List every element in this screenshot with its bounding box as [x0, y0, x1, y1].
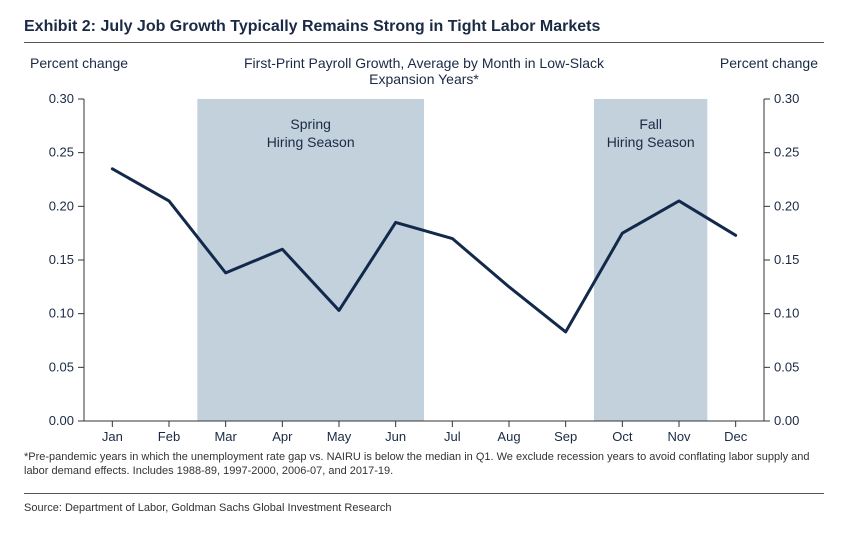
y-tick-label-right: 0.05: [774, 359, 799, 374]
y-tick-label-left: 0.25: [49, 145, 74, 160]
y-tick-label-left: 0.05: [49, 359, 74, 374]
x-tick-label: Feb: [158, 429, 180, 444]
x-tick-label: Oct: [612, 429, 633, 444]
shaded-region-label: Hiring Season: [607, 134, 695, 150]
y-tick-label-left: 0.00: [49, 413, 74, 428]
x-tick-label: Nov: [667, 429, 691, 444]
y-tick-label-right: 0.30: [774, 91, 799, 106]
divider-bottom: Source: Department of Labor, Goldman Sac…: [24, 493, 824, 514]
y-axis-label-right: Percent change: [720, 55, 818, 87]
shaded-region-label: Hiring Season: [267, 134, 355, 150]
x-tick-label: Mar: [214, 429, 237, 444]
y-tick-label-left: 0.30: [49, 91, 74, 106]
y-tick-label-left: 0.10: [49, 306, 74, 321]
x-tick-label: May: [327, 429, 352, 444]
chart-subtitle: First-Print Payroll Growth, Average by M…: [214, 55, 634, 87]
y-tick-label-right: 0.10: [774, 306, 799, 321]
y-axis-label-left: Percent change: [30, 55, 128, 87]
shaded-region-label: Spring: [290, 116, 330, 132]
y-tick-label-right: 0.20: [774, 198, 799, 213]
y-tick-label-right: 0.00: [774, 413, 799, 428]
x-tick-label: Jul: [444, 429, 461, 444]
y-tick-label-right: 0.15: [774, 252, 799, 267]
x-tick-label: Apr: [272, 429, 293, 444]
footnote-text: *Pre-pandemic years in which the unemplo…: [24, 451, 824, 479]
x-tick-label: Dec: [724, 429, 748, 444]
axis-title-row: Percent change First-Print Payroll Growt…: [30, 55, 818, 87]
y-tick-label-left: 0.20: [49, 198, 74, 213]
x-tick-label: Sep: [554, 429, 577, 444]
y-tick-label-left: 0.15: [49, 252, 74, 267]
chart-area: Spring Hiring Season Fall Hiring Season 0.00…: [24, 89, 824, 449]
shaded-region-label: Fall: [639, 116, 662, 132]
exhibit-container: Exhibit 2: July Job Growth Typically Rem…: [0, 0, 848, 547]
x-tick-label: Jun: [385, 429, 406, 444]
divider-top: [24, 42, 824, 43]
line-chart: Spring Hiring Season Fall Hiring Season 0.00…: [24, 89, 824, 449]
source-text: Source: Department of Labor, Goldman Sac…: [24, 502, 824, 514]
x-tick-label: Aug: [497, 429, 520, 444]
exhibit-title: Exhibit 2: July Job Growth Typically Rem…: [24, 18, 824, 36]
x-tick-label: Jan: [102, 429, 123, 444]
y-tick-label-right: 0.25: [774, 145, 799, 160]
